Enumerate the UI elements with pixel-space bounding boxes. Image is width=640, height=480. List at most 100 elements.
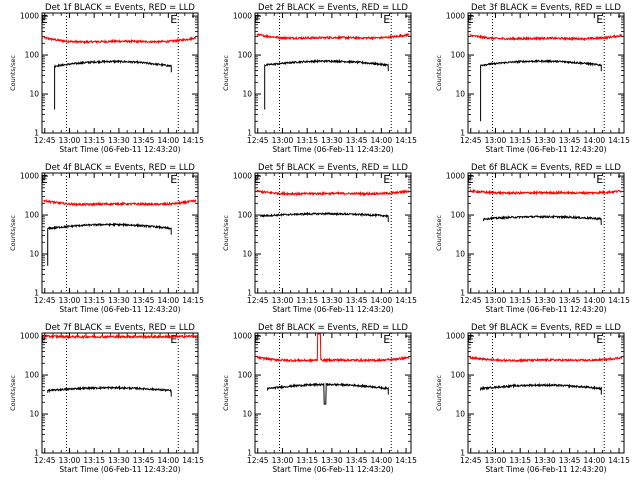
events-series-line <box>480 58 602 122</box>
events-series-line <box>47 385 172 397</box>
flag-mark: E <box>254 173 261 186</box>
y-tick-label: 1 <box>247 289 252 298</box>
x-tick-label: 13:00 <box>59 456 81 465</box>
x-tick-label: 14:00 <box>584 296 606 305</box>
y-tick-label: 1 <box>34 289 39 298</box>
y-tick-label: 10 <box>242 90 252 99</box>
x-tick-label: 13:15 <box>509 456 531 465</box>
flag-mark: E <box>170 333 177 346</box>
y-tick-label: 10 <box>455 250 465 259</box>
y-tick-label: 100 <box>25 51 40 60</box>
x-tick-label: 13:45 <box>559 296 581 305</box>
x-tick-label: 13:30 <box>321 136 343 145</box>
x-axis-label: Start Time (06-Feb-11 12:43:20) <box>272 305 393 314</box>
plot-frame <box>254 172 412 294</box>
x-axis-label: Start Time (06-Feb-11 12:43:20) <box>485 305 606 314</box>
lld-series-line <box>469 33 623 42</box>
events-series-line <box>47 222 172 266</box>
y-tick-label: 10 <box>242 410 252 419</box>
x-axis-label: Start Time (06-Feb-11 12:43:20) <box>59 465 180 474</box>
x-tick-label: 13:15 <box>296 456 318 465</box>
x-tick-label: 13:15 <box>509 296 531 305</box>
plot-frame <box>41 332 199 454</box>
x-tick-label: 12:45 <box>460 296 482 305</box>
x-tick-label: 13:45 <box>559 456 581 465</box>
panel-title: Det 1f BLACK = Events, RED = LLD <box>45 3 195 13</box>
y-tick-label: 1 <box>460 289 465 298</box>
flag-mark: E <box>596 173 603 186</box>
x-tick-label: 12:45 <box>247 456 269 465</box>
panel-5: Det 5f BLACK = Events, RED = LLD 1 10 100 10… <box>222 163 417 314</box>
x-tick-label: 13:30 <box>534 456 556 465</box>
x-tick-label: 12:45 <box>247 136 269 145</box>
events-series-line <box>260 211 389 223</box>
panel-4: Det 4f BLACK = Events, RED = LLD 1 10 100 10… <box>9 163 204 314</box>
lld-series-line <box>43 35 197 45</box>
x-tick-label: 13:30 <box>321 296 343 305</box>
x-tick-label: 14:15 <box>608 296 630 305</box>
panel-2: Det 2f BLACK = Events, RED = LLD 1 10 100 10… <box>222 3 417 154</box>
x-axis-label: Start Time (06-Feb-11 12:43:20) <box>272 145 393 154</box>
flag-mark: E <box>383 173 390 186</box>
y-axis-label: Counts/sec <box>435 215 443 251</box>
y-tick-label: 1000 <box>446 172 465 181</box>
x-tick-label: 12:45 <box>460 136 482 145</box>
y-axis-label: Counts/sec <box>435 375 443 411</box>
y-tick-label: 10 <box>242 250 252 259</box>
y-tick-label: 100 <box>25 211 40 220</box>
x-axis-label: Start Time (06-Feb-11 12:43:20) <box>59 145 180 154</box>
panel-title: Det 9f BLACK = Events, RED = LLD <box>471 323 621 333</box>
y-axis-label: Counts/sec <box>222 215 230 251</box>
lld-series-line <box>256 189 410 197</box>
x-axis-label: Start Time (06-Feb-11 12:43:20) <box>485 145 606 154</box>
y-tick-label: 100 <box>451 211 466 220</box>
plot-frame <box>41 12 199 134</box>
lld-series-line <box>256 32 410 41</box>
lld-series-line <box>256 333 410 364</box>
flag-mark: E <box>41 333 48 346</box>
x-tick-label: 14:00 <box>371 136 393 145</box>
flag-mark: E <box>170 173 177 186</box>
flag-mark: E <box>383 13 390 26</box>
x-tick-label: 13:15 <box>509 136 531 145</box>
x-tick-label: 12:45 <box>34 136 56 145</box>
y-tick-label: 10 <box>455 90 465 99</box>
y-axis-label: Counts/sec <box>9 55 17 91</box>
plot-frame <box>467 172 625 294</box>
lld-series-line <box>43 198 197 208</box>
x-tick-label: 13:45 <box>346 136 368 145</box>
x-tick-label: 13:30 <box>534 296 556 305</box>
x-tick-label: 13:00 <box>485 296 507 305</box>
panel-1: Det 1f BLACK = Events, RED = LLD 1 10 100 10… <box>9 3 204 154</box>
x-tick-label: 12:45 <box>247 296 269 305</box>
x-tick-label: 13:45 <box>346 456 368 465</box>
x-axis-label: Start Time (06-Feb-11 12:43:20) <box>59 305 180 314</box>
y-tick-label: 1 <box>34 449 39 458</box>
x-tick-label: 12:45 <box>34 456 56 465</box>
panel-3: Det 3f BLACK = Events, RED = LLD 1 10 100 10… <box>435 3 630 154</box>
y-tick-label: 1000 <box>446 12 465 21</box>
y-tick-label: 1 <box>34 129 39 138</box>
lld-series-line <box>469 355 623 364</box>
y-tick-label: 100 <box>25 371 40 380</box>
y-axis-label: Counts/sec <box>222 55 230 91</box>
x-tick-label: 13:00 <box>59 136 81 145</box>
x-tick-label: 12:45 <box>460 456 482 465</box>
x-tick-label: 14:00 <box>371 456 393 465</box>
x-tick-label: 14:00 <box>158 296 180 305</box>
panel-7: Det 7f BLACK = Events, RED = LLD 1 10 100 10… <box>9 323 204 474</box>
plot-frame <box>467 332 625 454</box>
panel-title: Det 7f BLACK = Events, RED = LLD <box>45 323 195 333</box>
x-tick-label: 14:00 <box>158 136 180 145</box>
y-tick-label: 1000 <box>446 332 465 341</box>
x-tick-label: 13:15 <box>296 296 318 305</box>
y-tick-label: 1 <box>247 129 252 138</box>
flag-mark: E <box>467 13 474 26</box>
x-tick-label: 14:15 <box>395 456 417 465</box>
y-tick-label: 100 <box>238 51 253 60</box>
y-tick-label: 1 <box>460 129 465 138</box>
y-tick-label: 10 <box>29 90 39 99</box>
y-tick-label: 1 <box>460 449 465 458</box>
y-tick-label: 1000 <box>20 12 39 21</box>
